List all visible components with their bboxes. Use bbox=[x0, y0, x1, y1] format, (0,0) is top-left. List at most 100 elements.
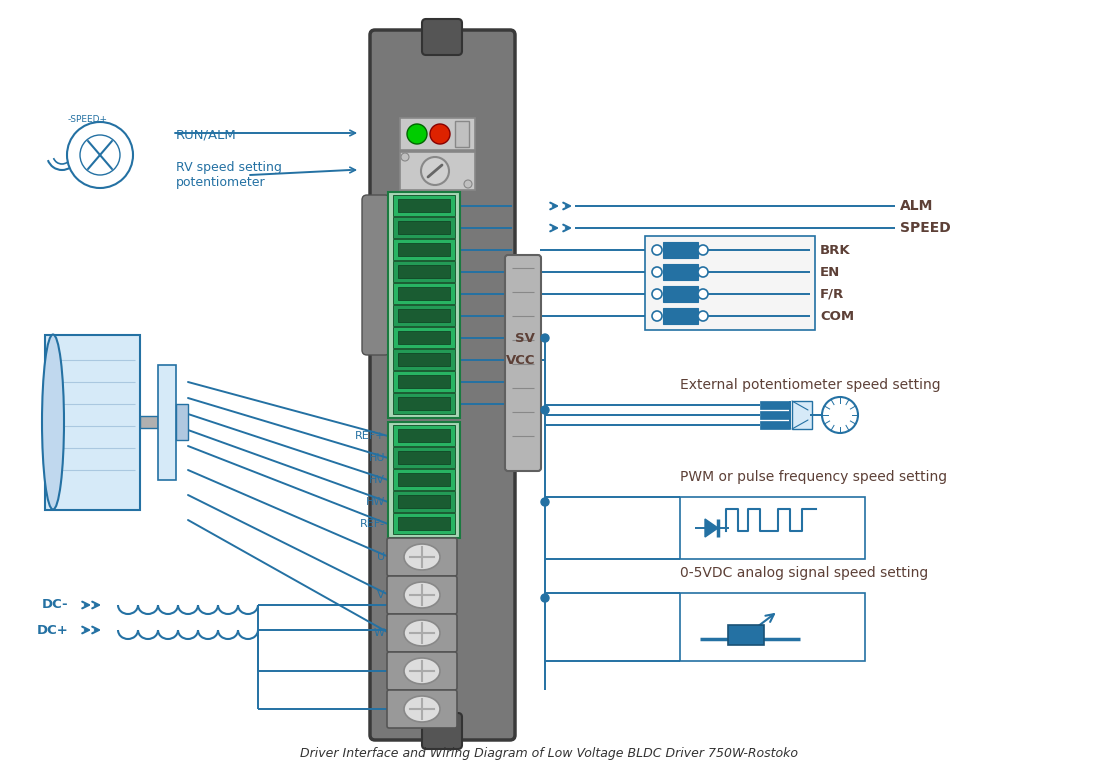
Bar bbox=[393, 261, 455, 282]
Text: W: W bbox=[374, 628, 385, 638]
Bar bbox=[398, 287, 449, 300]
Bar bbox=[393, 513, 455, 534]
Circle shape bbox=[652, 311, 662, 321]
Circle shape bbox=[698, 311, 708, 321]
Bar bbox=[393, 327, 455, 348]
FancyBboxPatch shape bbox=[422, 19, 462, 55]
Text: -SPEED+: -SPEED+ bbox=[68, 115, 108, 125]
Ellipse shape bbox=[404, 582, 440, 608]
Bar bbox=[645, 236, 815, 330]
Circle shape bbox=[698, 267, 708, 277]
Bar bbox=[398, 429, 449, 442]
Polygon shape bbox=[704, 519, 718, 537]
Bar bbox=[393, 217, 455, 238]
Bar bbox=[393, 371, 455, 392]
FancyBboxPatch shape bbox=[387, 538, 457, 576]
Text: External potentiometer speed setting: External potentiometer speed setting bbox=[680, 378, 941, 392]
Circle shape bbox=[652, 267, 662, 277]
Bar bbox=[761, 421, 790, 429]
Ellipse shape bbox=[404, 696, 440, 722]
Text: HW: HW bbox=[366, 497, 385, 507]
Bar bbox=[176, 404, 188, 440]
Bar bbox=[398, 353, 449, 366]
Text: HV: HV bbox=[369, 475, 385, 485]
FancyBboxPatch shape bbox=[506, 255, 541, 471]
Bar bbox=[680, 593, 865, 661]
Circle shape bbox=[652, 289, 662, 299]
Text: RUN/ALM: RUN/ALM bbox=[176, 128, 236, 141]
Bar bbox=[393, 447, 455, 468]
Text: ALM: ALM bbox=[900, 199, 933, 213]
Bar bbox=[455, 121, 469, 147]
Bar bbox=[393, 305, 455, 326]
Circle shape bbox=[541, 406, 550, 414]
Circle shape bbox=[67, 122, 133, 188]
Bar bbox=[400, 152, 475, 190]
Ellipse shape bbox=[404, 544, 440, 570]
Circle shape bbox=[407, 124, 428, 144]
Circle shape bbox=[822, 397, 858, 433]
Circle shape bbox=[541, 594, 550, 602]
Bar bbox=[393, 469, 455, 490]
Bar bbox=[663, 242, 698, 258]
Circle shape bbox=[80, 135, 120, 175]
Bar bbox=[398, 199, 449, 212]
Bar bbox=[728, 625, 764, 645]
Text: U: U bbox=[377, 552, 385, 562]
Bar bbox=[398, 331, 449, 344]
Text: REF-: REF- bbox=[359, 519, 385, 529]
Circle shape bbox=[698, 245, 708, 255]
Bar bbox=[140, 416, 158, 428]
Text: RV speed setting
potentiometer: RV speed setting potentiometer bbox=[176, 161, 281, 189]
Text: REF+: REF+ bbox=[355, 431, 385, 441]
Bar bbox=[393, 239, 455, 260]
FancyBboxPatch shape bbox=[387, 690, 457, 728]
Text: BRK: BRK bbox=[820, 244, 851, 257]
Bar bbox=[680, 497, 865, 559]
Bar bbox=[398, 495, 449, 508]
Bar bbox=[393, 349, 455, 370]
Circle shape bbox=[430, 124, 449, 144]
Bar bbox=[388, 422, 460, 538]
Text: DC-: DC- bbox=[42, 598, 68, 611]
Text: V: V bbox=[377, 590, 385, 600]
Text: VCC: VCC bbox=[506, 354, 535, 367]
Circle shape bbox=[421, 157, 449, 185]
Circle shape bbox=[541, 334, 550, 342]
FancyBboxPatch shape bbox=[387, 652, 457, 690]
Text: F/R: F/R bbox=[820, 288, 844, 301]
Bar bbox=[398, 243, 449, 256]
Bar bbox=[393, 425, 455, 446]
Bar bbox=[393, 283, 455, 304]
Text: DC+: DC+ bbox=[36, 624, 68, 637]
Bar bbox=[393, 491, 455, 512]
Bar bbox=[663, 286, 698, 302]
Circle shape bbox=[698, 289, 708, 299]
Bar bbox=[398, 375, 449, 388]
Bar bbox=[398, 309, 449, 322]
Text: 0-5VDC analog signal speed setting: 0-5VDC analog signal speed setting bbox=[680, 566, 929, 580]
Bar bbox=[400, 118, 475, 150]
Bar bbox=[158, 365, 176, 480]
Bar bbox=[393, 393, 455, 414]
Ellipse shape bbox=[404, 658, 440, 684]
Bar bbox=[388, 192, 460, 418]
Text: PWM or pulse frequency speed setting: PWM or pulse frequency speed setting bbox=[680, 470, 947, 484]
Bar bbox=[761, 411, 790, 419]
Text: Driver Interface and Wiring Diagram of Low Voltage BLDC Driver 750W-Rostoko: Driver Interface and Wiring Diagram of L… bbox=[300, 747, 798, 761]
Ellipse shape bbox=[404, 620, 440, 646]
Text: EN: EN bbox=[820, 265, 841, 278]
FancyBboxPatch shape bbox=[387, 614, 457, 652]
Bar bbox=[398, 473, 449, 486]
Bar bbox=[663, 264, 698, 280]
Circle shape bbox=[541, 498, 550, 506]
Circle shape bbox=[464, 180, 471, 188]
Text: SPEED: SPEED bbox=[900, 221, 951, 235]
Bar bbox=[398, 221, 449, 234]
Text: SV: SV bbox=[515, 331, 535, 345]
Circle shape bbox=[652, 245, 662, 255]
Bar bbox=[792, 401, 812, 429]
Bar bbox=[761, 401, 790, 409]
Circle shape bbox=[401, 153, 409, 161]
FancyBboxPatch shape bbox=[362, 195, 390, 355]
